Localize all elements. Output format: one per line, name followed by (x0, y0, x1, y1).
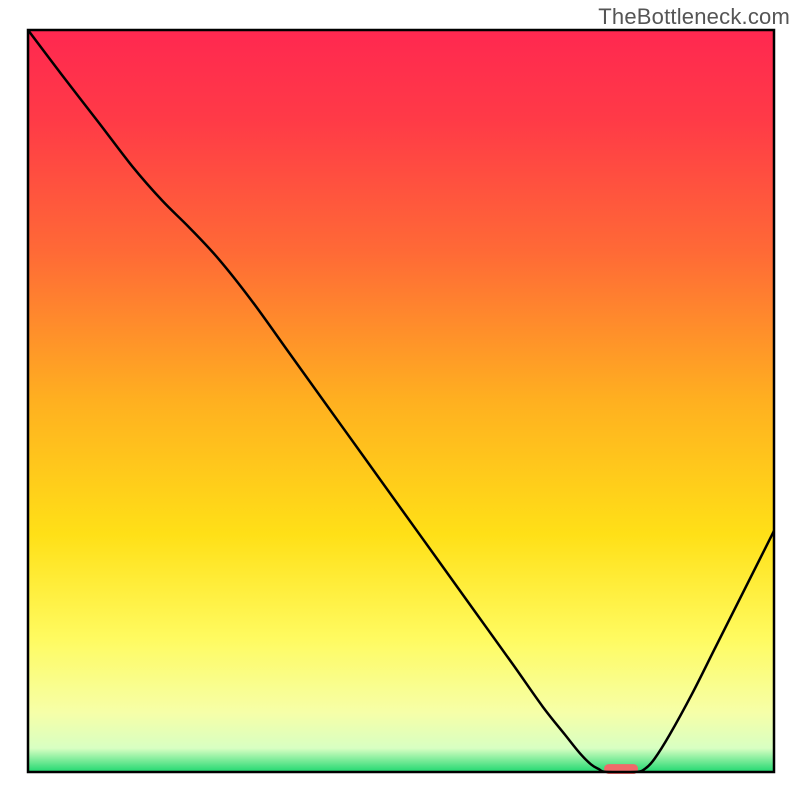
chart-background (28, 30, 774, 772)
bottleneck-chart (0, 0, 800, 800)
chart-container: TheBottleneck.com (0, 0, 800, 800)
